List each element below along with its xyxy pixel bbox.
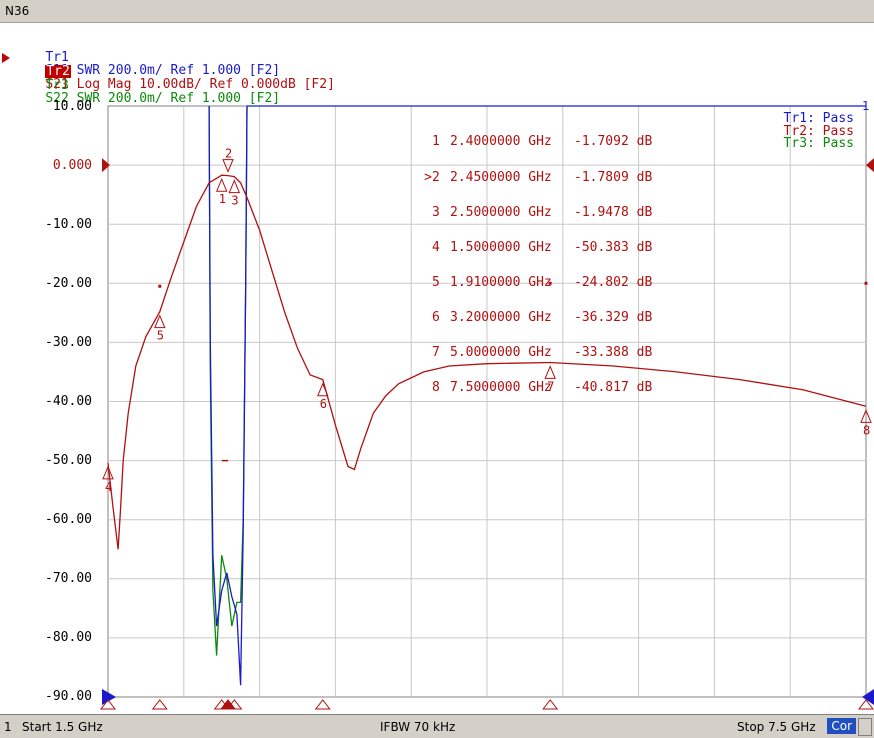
y-tick-label: -70.00 — [45, 571, 92, 586]
window-title-bar[interactable]: N36 — [0, 0, 874, 23]
trace-s11 — [208, 105, 248, 686]
y-tick-label: -30.00 — [45, 335, 92, 350]
plot-markers: 1 2 3 4 5 6 7 8 — [102, 147, 872, 494]
stimulus-marker-7 — [542, 699, 559, 710]
marker-triangle-7 — [544, 365, 556, 379]
marker-triangle-1 — [215, 177, 228, 192]
y-tick-label-ref: 0.000 — [52, 158, 92, 173]
marker-label-5: 5 — [157, 329, 164, 343]
reference-dot — [864, 281, 868, 285]
y-tick-label: 10.00 — [52, 99, 92, 114]
y-tick-label: -50.00 — [45, 453, 92, 468]
limit-test-status: Tr1: Pass Tr2: Pass Tr3: Pass — [762, 111, 854, 151]
ref-level-tr1-right-icon — [862, 689, 874, 705]
trace-settings-tr2: S21 Log Mag 10.00dB/ Ref 0.000dB [F2] — [45, 77, 335, 92]
marker-label-1: 1 — [219, 192, 226, 206]
y-tick-label: -90.00 — [45, 689, 92, 704]
start-frequency[interactable]: Start 1.5 GHz — [22, 720, 103, 734]
y-tick-label: -20.00 — [45, 276, 92, 291]
status-bar: 1 Start 1.5 GHz IFBW 70 kHz Stop 7.5 GHz… — [0, 714, 874, 738]
trace-s22 — [208, 105, 248, 656]
reference-dot — [158, 284, 162, 288]
marker-row[interactable]: 4 1.5000000 GHz -50.383 dB — [432, 239, 653, 255]
marker-label-2: 2 — [225, 147, 232, 161]
y-tick-label: -40.00 — [45, 394, 92, 409]
ref-level-left-icon — [102, 158, 110, 173]
trace-s21 — [107, 174, 867, 550]
limit-status-tr2: Tr2: Pass — [783, 123, 854, 139]
trace-settings-tr3: S22 SWR 200.0m/ Ref 1.000 [F2] — [45, 91, 281, 106]
marker-label-4: 4 — [105, 480, 112, 494]
marker-table: 1 2.4000000 GHz -1.7092 dB >2 2.4500000 GHz… — [422, 113, 652, 417]
active-trace-arrow-icon — [2, 53, 10, 63]
marker-triangle-6 — [317, 382, 329, 397]
marker-row[interactable]: >2 2.4500000 GHz -1.7809 dB — [424, 169, 653, 185]
marker-row[interactable]: 7 5.0000000 GHz -33.388 dB — [432, 345, 653, 361]
stop-frequency[interactable]: Stop 7.5 GHz — [737, 720, 816, 734]
trace-label-tr3: Tr3 — [45, 78, 69, 93]
tr1-marker-label: 1 — [862, 99, 869, 113]
ref-level-right-icon — [866, 158, 874, 173]
window-title: N36 — [5, 4, 30, 18]
limit-status-tr3: Tr3: Pass — [783, 136, 854, 151]
y-tick-label: -80.00 — [45, 630, 92, 645]
stimulus-marker-4 — [99, 699, 117, 710]
marker-row[interactable]: 5 1.9100000 GHz -24.802 dB — [432, 274, 653, 290]
marker-triangle-8 — [860, 409, 872, 423]
marker-label-7: 7 — [547, 379, 554, 393]
ref-level-tr1-left-icon — [102, 689, 116, 705]
stimulus-marker-3 — [226, 699, 243, 710]
status-end-box — [858, 718, 872, 736]
trace-label-tr2: Tr2 — [45, 64, 71, 79]
plot-traces — [107, 105, 867, 686]
marker-row[interactable]: 6 3.2000000 GHz -36.329 dB — [432, 309, 653, 325]
marker-label-6: 6 — [320, 397, 327, 411]
marker-row[interactable]: 3 2.5000000 GHz -1.9478 dB — [432, 204, 653, 220]
marker-row[interactable]: 1 2.4000000 GHz -1.7092 dB — [432, 134, 653, 150]
channel-number[interactable]: 1 — [4, 720, 12, 734]
trace-label-tr1: Tr1 — [45, 50, 69, 65]
y-tick-label: -60.00 — [45, 512, 92, 527]
marker-triangle-2 — [222, 159, 234, 173]
correction-indicator[interactable]: Cor — [827, 718, 856, 734]
marker-label-8: 8 — [863, 423, 870, 437]
ifbw-setting[interactable]: IFBW 70 kHz — [380, 720, 456, 734]
plot-indicators: 1 — [99, 99, 874, 710]
marker-label-3: 3 — [231, 194, 238, 208]
stimulus-marker-6 — [314, 699, 331, 710]
y-tick-label: -10.00 — [45, 217, 92, 232]
reference-dot — [548, 281, 552, 285]
marker-triangle-3 — [228, 179, 241, 194]
trace-header-tr3[interactable]: Tr3 S22 SWR 200.0m/ Ref 1.000 [F2] — [14, 66, 280, 118]
marker-triangle-5 — [154, 314, 166, 329]
stimulus-marker-5 — [151, 699, 168, 710]
plot-grid — [107, 105, 867, 698]
trace-header-tr2[interactable]: Tr2 S21 Log Mag 10.00dB/ Ref 0.000dB [F2… — [14, 52, 335, 104]
marker-row[interactable]: 8 7.5000000 GHz -40.817 dB — [432, 380, 653, 396]
marker-triangle-4 — [102, 465, 114, 480]
limit-status-tr1: Tr1: Pass — [783, 111, 854, 126]
stimulus-marker-8 — [857, 699, 874, 710]
